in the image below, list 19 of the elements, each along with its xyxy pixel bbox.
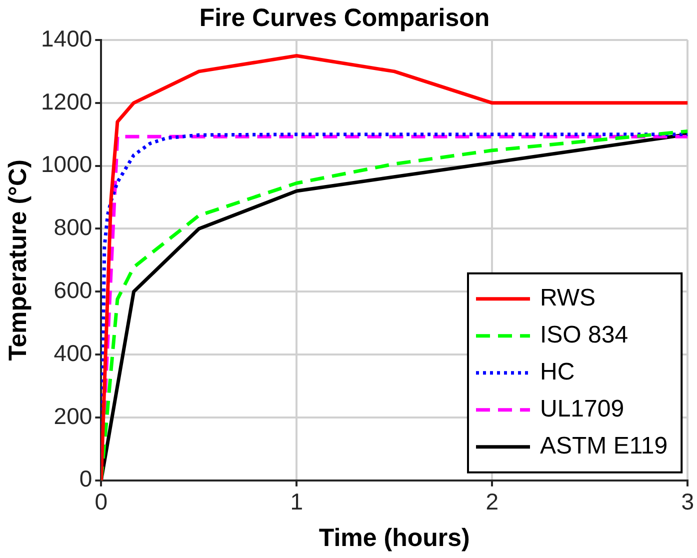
x-tick-label: 3 [681, 488, 694, 515]
y-tick-label: 400 [54, 340, 92, 366]
legend-label: HC [540, 358, 575, 386]
y-tick-label: 800 [54, 214, 92, 240]
y-tick-label: 1400 [40, 25, 92, 52]
y-tick-label: 1200 [40, 88, 92, 114]
x-tick-label: 2 [486, 488, 499, 515]
x-axis-title: Time (hours) [318, 524, 470, 552]
y-tick-label: 200 [54, 402, 92, 429]
y-tick-label: 600 [54, 277, 92, 303]
y-tick-label: 1000 [40, 151, 92, 178]
legend-label: ASTM E119 [540, 432, 668, 460]
x-tick-label: 1 [290, 488, 304, 515]
legend-label: UL1709 [540, 396, 624, 423]
y-axis-title: Temperature (°C) [4, 160, 32, 361]
chart-title: Fire Curves Comparison [199, 4, 490, 32]
legend-label: ISO 834 [540, 322, 628, 349]
y-tick-label: 0 [79, 466, 92, 492]
legend-label: RWS [540, 284, 596, 312]
